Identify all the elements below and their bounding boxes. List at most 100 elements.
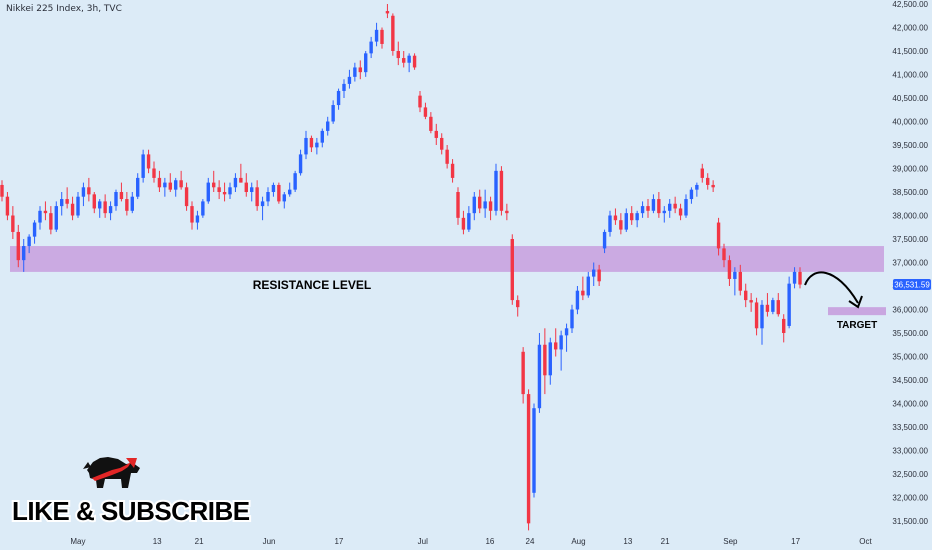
- x-tick-label: 13: [623, 537, 632, 546]
- candle: [765, 293, 770, 317]
- candle-body: [450, 163, 455, 178]
- candle-body: [22, 246, 26, 261]
- candle: [689, 187, 694, 204]
- candle: [722, 243, 726, 268]
- candle-body: [456, 192, 460, 218]
- candle: [461, 210, 466, 235]
- candle: [792, 267, 797, 289]
- candle-body: [250, 187, 254, 192]
- candle: [548, 337, 552, 385]
- x-tick-label: May: [70, 537, 85, 546]
- candle-body: [168, 182, 172, 190]
- candle: [526, 389, 531, 531]
- candle-body: [548, 342, 552, 376]
- candle: [423, 102, 428, 120]
- candle: [103, 194, 107, 218]
- candle-body: [298, 154, 303, 174]
- candle: [391, 13, 395, 56]
- red-arrow-icon: [92, 461, 132, 481]
- candle: [119, 182, 124, 202]
- candle: [293, 170, 297, 192]
- candle: [364, 51, 368, 77]
- x-tick-label: Sep: [723, 537, 738, 546]
- candle-body: [765, 304, 770, 312]
- candle-body: [146, 154, 151, 169]
- candle-body: [445, 149, 449, 164]
- y-tick-label: 37,000.00: [892, 259, 928, 268]
- candle-body: [619, 220, 623, 230]
- candle-body: [510, 239, 514, 301]
- candle: [217, 180, 221, 200]
- candle-body: [282, 194, 286, 202]
- candle-body: [559, 335, 563, 350]
- current-price-text: 36,531.59: [894, 281, 930, 290]
- candle: [407, 53, 411, 73]
- candle-body: [668, 203, 672, 211]
- candle-body: [157, 177, 162, 188]
- candle-body: [136, 177, 140, 197]
- x-tick-label: Jul: [418, 537, 428, 546]
- candle-body: [586, 276, 590, 296]
- candle-body: [81, 187, 86, 197]
- candle: [163, 177, 167, 197]
- candle-body: [716, 222, 721, 249]
- candle-body: [358, 67, 362, 73]
- candle: [54, 201, 58, 232]
- candle-body: [244, 182, 248, 192]
- candle-body: [309, 137, 314, 148]
- candle-body: [684, 199, 688, 216]
- y-tick-label: 39,500.00: [892, 141, 928, 150]
- candle: [537, 333, 542, 413]
- candle: [467, 206, 471, 232]
- candle-body: [266, 192, 270, 202]
- candle-body: [391, 15, 395, 51]
- candle-body: [222, 192, 227, 195]
- candle: [613, 208, 618, 225]
- candle: [771, 297, 775, 315]
- candle: [597, 264, 601, 286]
- y-tick-label: 32,500.00: [892, 470, 928, 479]
- candle: [277, 182, 281, 204]
- y-tick-label: 35,000.00: [892, 353, 928, 362]
- candle-body: [483, 201, 487, 209]
- candle-body: [554, 342, 558, 350]
- price-axis: 42,500.00 42,000.00 41,500.00 41,000.00 40,5…: [892, 0, 928, 526]
- candle: [429, 112, 433, 134]
- y-tick-label: 42,000.00: [892, 24, 928, 33]
- candle: [65, 187, 69, 209]
- candle-body: [396, 51, 400, 59]
- candle-body: [722, 248, 726, 261]
- red-arrow-head-icon: [126, 458, 137, 468]
- candle-body: [635, 213, 639, 221]
- candle: [744, 283, 748, 308]
- candle: [543, 328, 547, 395]
- candle-body: [342, 83, 346, 91]
- candle-body: [212, 182, 216, 188]
- candle: [255, 180, 259, 211]
- candle-body: [174, 180, 178, 190]
- candle-body: [407, 55, 411, 63]
- candle: [38, 206, 42, 230]
- candle: [754, 297, 759, 336]
- candle-body: [776, 300, 780, 315]
- candle-body: [749, 300, 753, 303]
- candle: [49, 206, 53, 235]
- candle-body: [505, 210, 509, 214]
- target-label: TARGET: [837, 320, 877, 331]
- candle-body: [206, 182, 210, 202]
- candle: [374, 22, 379, 47]
- candle: [233, 173, 238, 192]
- candle: [624, 208, 628, 232]
- candle-body: [787, 283, 791, 326]
- candle-body: [374, 29, 379, 42]
- candle: [130, 192, 134, 214]
- candle: [456, 187, 460, 225]
- candle-body: [38, 210, 42, 223]
- y-tick-label: 39,000.00: [892, 165, 928, 174]
- candle-body: [271, 184, 276, 192]
- candle: [206, 177, 210, 204]
- y-tick-label: 41,500.00: [892, 47, 928, 56]
- x-tick-label: 24: [526, 537, 535, 546]
- candle: [250, 182, 254, 202]
